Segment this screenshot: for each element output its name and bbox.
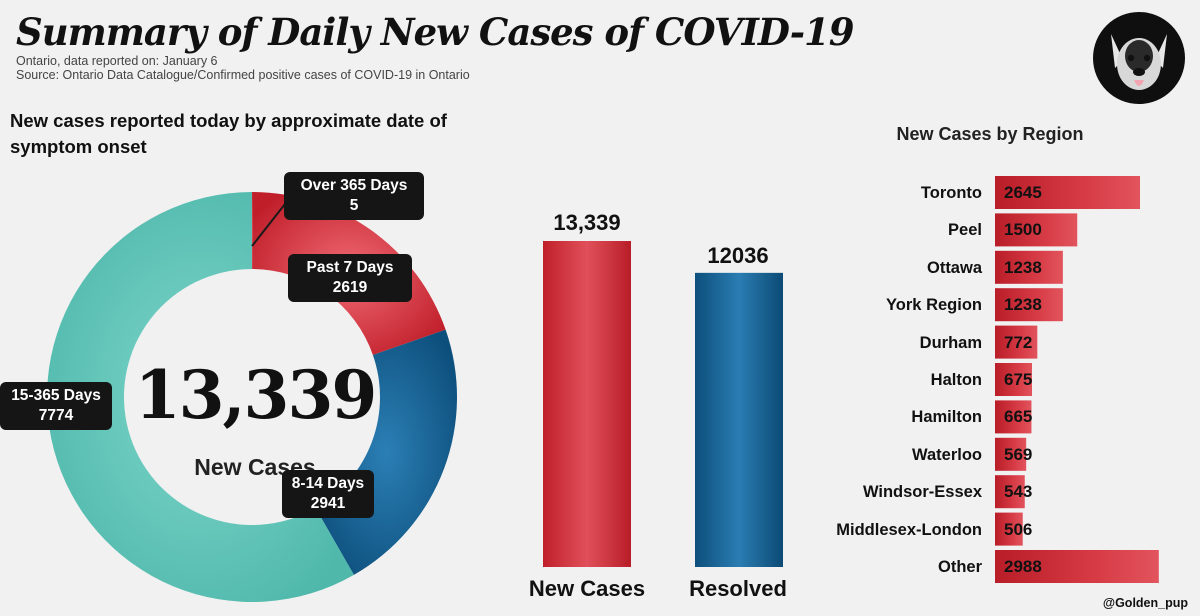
- page-title: Summary of Daily New Cases of COVID-19: [16, 10, 855, 54]
- region-bar-durham: [995, 325, 1038, 359]
- callout-past-7-days-value: 2619: [332, 279, 368, 296]
- callout-past-7-days-name: Past 7 Days: [306, 259, 394, 276]
- bar-resolved: [695, 272, 783, 567]
- callout-past-7-days: Past 7 Days 2619: [288, 254, 412, 302]
- bar-value-resolved: 12036: [707, 243, 769, 268]
- donut-center-value: 13,339: [134, 356, 378, 434]
- region-bar-york-region: [995, 288, 1063, 322]
- region-bar-other: [995, 550, 1159, 583]
- region-bar-windsor-essex: [995, 475, 1025, 509]
- region-bar-ottawa: [995, 250, 1063, 284]
- callout-over-365-days-value: 5: [349, 197, 359, 214]
- region-bar-halton: [995, 363, 1033, 396]
- callout-over-365-days-name: Over 365 Days: [300, 177, 408, 194]
- region-chart-title: New Cases by Region: [896, 124, 1084, 144]
- callout-8-14-days-name: 8-14 Days: [291, 475, 365, 492]
- region-bar-waterloo: [995, 437, 1027, 471]
- callout-8-14-days: 8-14 Days 2941: [282, 470, 374, 518]
- new-vs-resolved-bar-chart: [543, 241, 783, 567]
- author-handle: @Golden_pup: [1102, 596, 1188, 610]
- data-date-note: Ontario, data reported on: January 6: [16, 54, 218, 68]
- donut-slice-15-365-days: [47, 192, 354, 602]
- bar-value-new-cases: 13,339: [553, 210, 621, 235]
- region-bar-hamilton: [995, 400, 1032, 434]
- callout-8-14-days-value: 2941: [310, 495, 346, 512]
- dog-avatar-icon: [1093, 12, 1185, 104]
- bar-label-new-cases: New Cases: [528, 576, 646, 601]
- region-label-toronto: Toronto: [920, 184, 982, 202]
- region-bar-middlesex-london: [995, 512, 1023, 546]
- bar-new-cases: [543, 241, 631, 567]
- callout-15-365-days: 15-365 Days 7774: [0, 382, 112, 430]
- region-bar-peel: [995, 213, 1078, 247]
- callout-15-365-days-value: 7774: [38, 407, 74, 424]
- callout-over-365-days: Over 365 Days 5: [284, 172, 424, 220]
- region-bar-chart: [995, 176, 1159, 583]
- callout-15-365-days-name: 15-365 Days: [11, 387, 101, 404]
- source-note: Source: Ontario Data Catalogue/Confirmed…: [16, 68, 470, 82]
- donut-chart-title: New cases reported today by approximate …: [10, 110, 447, 157]
- bar-label-resolved: Resolved: [689, 576, 787, 601]
- region-bar-toronto: [995, 176, 1140, 209]
